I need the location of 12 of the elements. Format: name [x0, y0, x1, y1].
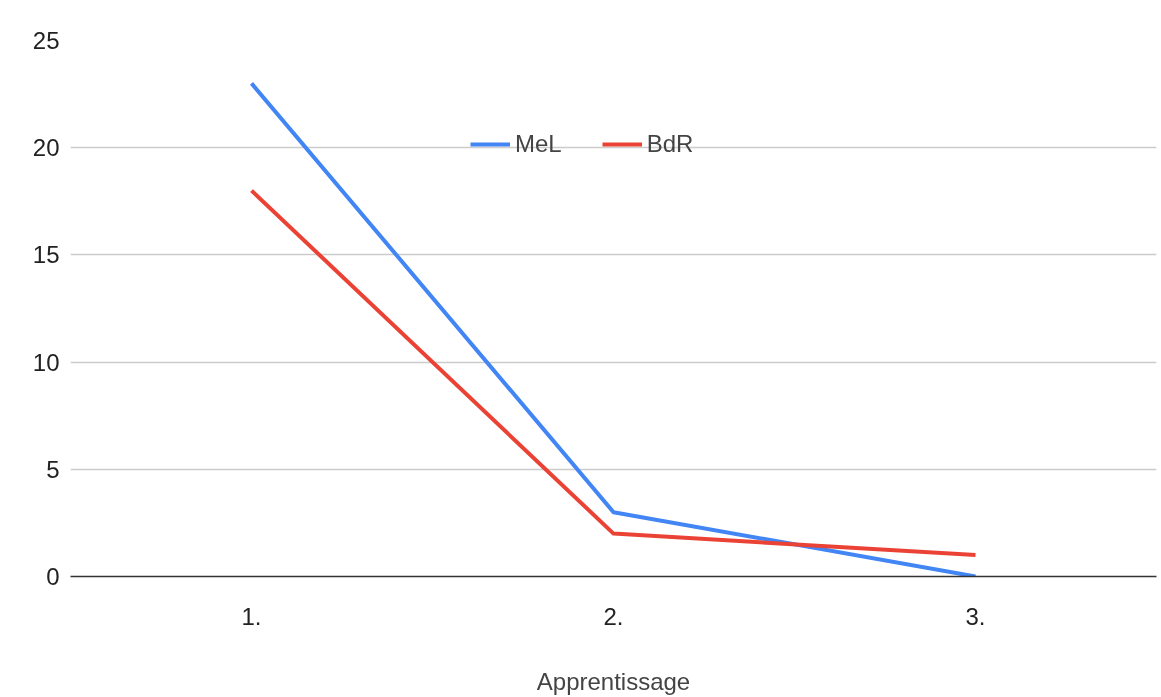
y-tick-label: 25 [32, 27, 60, 54]
y-tick-label: 15 [32, 241, 60, 269]
x-tick-label: 1. [241, 602, 262, 630]
y-tick-label: 0 [46, 563, 60, 590]
legend-label: BdR [646, 130, 694, 158]
x-axis-title: Apprentissage [536, 667, 691, 695]
y-tick-label: 10 [32, 348, 60, 376]
y-tick-label: 5 [46, 455, 60, 483]
legend-label: MeL [515, 130, 562, 158]
x-tick-label: 3. [965, 602, 986, 630]
x-tick-label: 2. [603, 602, 624, 630]
y-tick-label: 20 [32, 134, 60, 162]
